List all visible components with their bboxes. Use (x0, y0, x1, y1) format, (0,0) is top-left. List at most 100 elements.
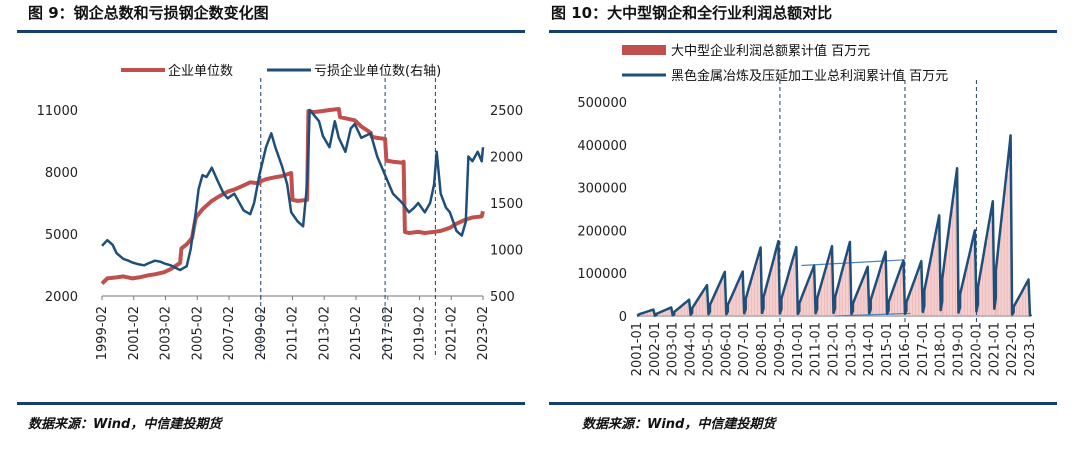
profit-bar (876, 283, 878, 316)
profit-bar (815, 313, 817, 316)
profit-bar (986, 242, 988, 316)
profit-bar (715, 293, 717, 316)
footer-rule-right (549, 402, 1057, 405)
profit-bar (751, 281, 753, 316)
profit-bar (718, 287, 720, 316)
x-tick-label: 2013-01 (844, 322, 859, 376)
profit-bar (666, 309, 668, 316)
profit-bar (794, 257, 796, 316)
profit-bar (812, 273, 814, 316)
y-left-tick-label: 11000 (37, 104, 78, 119)
profit-bar (804, 290, 806, 316)
profit-bar (694, 304, 696, 316)
y-tick-label: 300000 (577, 182, 627, 197)
profit-bar (788, 276, 790, 316)
legend-swatch-bars (622, 45, 666, 55)
profit-bar (916, 276, 918, 316)
profit-bar (946, 251, 948, 316)
profit-bar (755, 267, 757, 316)
x-tick-label: 2022-01 (1005, 322, 1020, 376)
profit-bar (643, 312, 645, 316)
x-tick-label: 2023-02 (476, 306, 491, 360)
profit-bar (983, 258, 985, 316)
profit-bar (1002, 212, 1004, 316)
profit-bar (752, 276, 754, 316)
profit-bar (856, 294, 858, 316)
profit-bar (676, 310, 678, 316)
profit-bar (949, 231, 951, 316)
profit-bar (685, 303, 687, 316)
x-tick-label: 2007-02 (222, 306, 237, 360)
profit-bar (713, 296, 715, 316)
profit-bar (645, 312, 647, 316)
y-left-tick-label: 2000 (45, 290, 78, 305)
profit-bar (704, 289, 707, 316)
y-right-tick-label: 500 (490, 290, 515, 305)
profit-bar (1016, 302, 1018, 316)
x-tick-label: 2012-01 (827, 322, 842, 376)
x-tick-label: 2002-01 (648, 322, 663, 376)
y-right-tick-label: 1000 (490, 244, 523, 259)
profit-bar (703, 291, 705, 316)
profit-bar (642, 313, 644, 316)
profit-bar (928, 272, 930, 316)
x-tick-label: 2015-01 (880, 322, 895, 376)
profit-bar (803, 293, 805, 316)
x-tick-label: 2016-01 (898, 322, 913, 376)
profit-bar (822, 280, 824, 316)
profit-bar (940, 310, 942, 316)
profit-bar (649, 311, 651, 316)
profit-bar (944, 261, 946, 316)
profit-bar (837, 288, 839, 316)
y-tick-label: 500000 (577, 96, 627, 111)
profit-bar (999, 237, 1001, 316)
profit-bar (806, 287, 808, 316)
profit-bar (764, 293, 766, 316)
profit-bar (981, 265, 983, 316)
profit-bar (661, 311, 663, 316)
profit-bar (922, 312, 924, 316)
profit-bar (968, 260, 970, 316)
profit-bar (950, 220, 952, 316)
profit-bar (757, 262, 759, 316)
profit-bar (1007, 174, 1009, 316)
enterprise-count-line (100, 107, 485, 286)
profit-bar (782, 295, 784, 316)
profit-bar (682, 305, 684, 316)
profit-bar (996, 262, 998, 316)
profit-bar (889, 299, 891, 316)
profit-bar (664, 310, 666, 316)
profit-bar (838, 283, 841, 316)
x-tick-label: 2006-01 (719, 322, 734, 376)
profit-bar (832, 313, 835, 316)
figure-9-title: 图 9：钢企总数和亏损钢企数变化图 (28, 4, 269, 22)
profit-bar (731, 296, 733, 316)
profit-bar (826, 266, 829, 316)
y-right-tick-label: 2500 (490, 104, 523, 119)
profit-bar (858, 291, 860, 316)
profit-bar (712, 299, 714, 316)
profit-bar (818, 295, 820, 316)
profit-bar (648, 311, 650, 316)
profit-bar (651, 310, 653, 316)
x-tick-label: 2005-02 (190, 306, 205, 360)
legend-label-line: 黑色金属冶炼及压延加工业总利润累计值 百万元 (671, 68, 948, 84)
profit-bar (1022, 292, 1024, 316)
profit-bar (1023, 290, 1025, 316)
x-tick-label: 2001-02 (127, 306, 142, 360)
profit-bar (728, 302, 730, 316)
profit-bar (698, 298, 701, 316)
header-rule-left (17, 30, 525, 33)
profit-bar (859, 287, 861, 316)
profit-bar (901, 268, 903, 316)
profit-bar (960, 290, 963, 316)
profit-bar (853, 301, 855, 316)
profit-bar (660, 312, 662, 316)
profit-bar (721, 281, 723, 316)
profit-bar (791, 266, 793, 316)
figure-9-source: 数据来源：Wind，中信建投期货 (28, 417, 222, 432)
profit-bar (748, 290, 750, 316)
profit-bar (955, 190, 957, 316)
profit-bar (807, 283, 809, 316)
profit-bar (786, 281, 788, 316)
